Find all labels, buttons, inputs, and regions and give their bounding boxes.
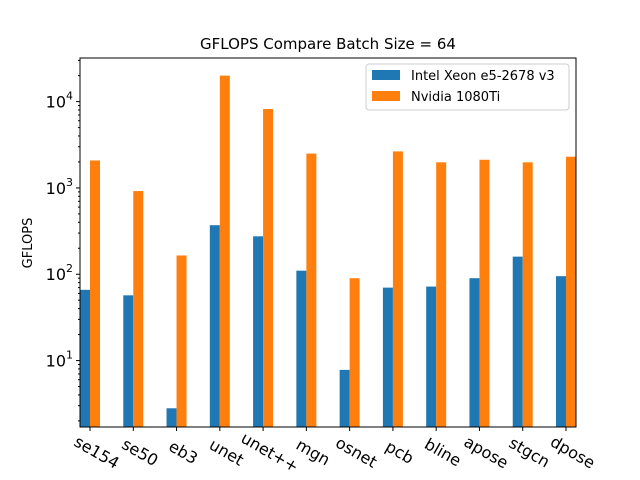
- x-tick-label-se154: se154: [71, 432, 123, 473]
- x-tick-label-stgcn: stgcn: [506, 433, 553, 471]
- bar-gpu-osnet: [349, 278, 360, 427]
- bar-cpu-pcb: [382, 287, 393, 427]
- bar-cpu-se154: [80, 289, 90, 427]
- x-tick-label-osnet: osnet: [332, 433, 380, 472]
- bar-cpu-unet++: [253, 236, 264, 427]
- legend-label-cpu: Intel Xeon e5-2678 v3: [411, 69, 555, 84]
- bar-cpu-bline: [426, 286, 437, 427]
- x-tick-label-eb3: eb3: [165, 436, 201, 468]
- y-axis-ticks: 101 102 103 104: [46, 59, 80, 422]
- bar-gpu-se50: [133, 191, 144, 427]
- bar-gpu-unet++: [263, 109, 274, 427]
- bar-cpu-dpose: [556, 276, 566, 427]
- x-tick-label-apose: apose: [461, 432, 512, 472]
- bar-cpu-osnet: [339, 369, 350, 427]
- x-tick-label-dpose: dpose: [547, 432, 598, 473]
- y-tick-label: 101: [46, 349, 73, 371]
- bar-cpu-se50: [123, 295, 134, 427]
- bar-gpu-unet: [219, 75, 230, 428]
- bar-gpu-bline: [436, 162, 447, 428]
- y-tick-label: 104: [46, 90, 73, 112]
- plot-frame: [79, 57, 577, 428]
- bar-cpu-apose: [469, 278, 480, 427]
- x-tick-label-pcb: pcb: [382, 437, 417, 468]
- legend-label-gpu: Nvidia 1080Ti: [411, 90, 500, 105]
- x-tick-label-se50: se50: [119, 434, 162, 470]
- legend-swatch-cpu: [372, 70, 400, 80]
- bar-group: [80, 75, 576, 428]
- bar-gpu-se154: [90, 160, 100, 427]
- bar-cpu-mgn: [296, 270, 307, 427]
- y-tick-label: 102: [46, 262, 73, 284]
- bar-gpu-pcb: [392, 151, 403, 427]
- y-tick-label: 103: [46, 176, 73, 198]
- legend: Intel Xeon e5-2678 v3 Nvidia 1080Ti: [365, 63, 570, 111]
- bar-gpu-dpose: [566, 156, 576, 428]
- bar-gpu-apose: [479, 159, 490, 427]
- bar-gpu-mgn: [306, 153, 317, 427]
- bar-gpu-eb3: [176, 255, 187, 427]
- bar-cpu-unet: [209, 225, 220, 427]
- bar-cpu-stgcn: [512, 256, 523, 427]
- x-tick-label-bline: bline: [421, 434, 464, 470]
- legend-swatch-gpu: [372, 91, 400, 101]
- bar-gpu-stgcn: [522, 162, 533, 428]
- bar-cpu-eb3: [166, 408, 177, 427]
- y-axis-label: GFLOPS: [21, 218, 36, 269]
- legend-box: [365, 63, 570, 111]
- chart-title: GFLOPS Compare Batch Size = 64: [200, 35, 456, 53]
